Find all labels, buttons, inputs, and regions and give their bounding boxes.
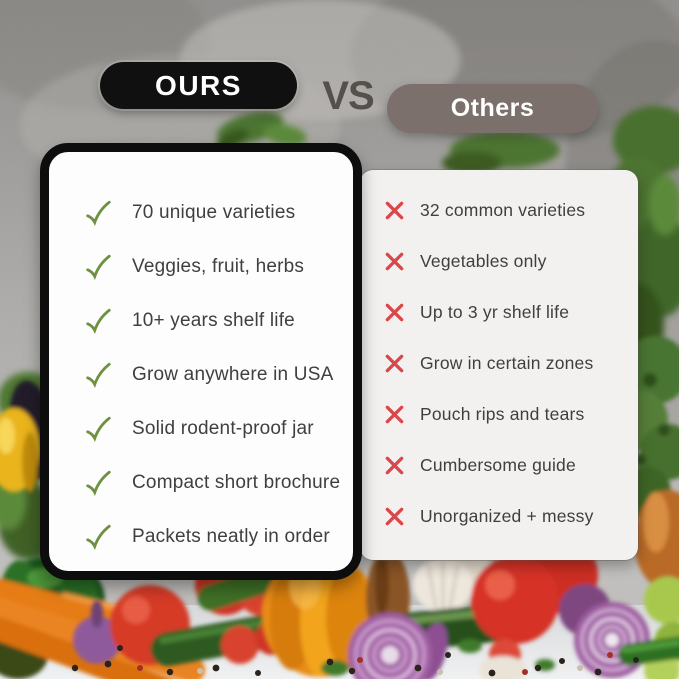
ours-row: Packets neatly in order: [83, 510, 343, 564]
ours-row: Grow anywhere in USA: [83, 348, 343, 402]
others-item-label: Grow in certain zones: [420, 353, 594, 373]
others-item-label: 32 common varieties: [420, 200, 586, 220]
others-row: 32 common varieties: [383, 185, 630, 236]
others-row: Vegetables only: [383, 236, 630, 287]
others-row: Up to 3 yr shelf life: [383, 287, 630, 338]
check-icon: [83, 414, 113, 444]
others-item-label: Unorganized + messy: [420, 506, 594, 526]
others-header-pill: Others: [387, 84, 598, 133]
others-row: Unorganized + messy: [383, 491, 630, 542]
x-icon: [383, 250, 406, 273]
check-icon: [83, 468, 113, 498]
ours-item-label: Solid rodent-proof jar: [132, 418, 314, 439]
others-item-label: Cumbersome guide: [420, 455, 576, 475]
ours-item-label: Packets neatly in order: [132, 526, 330, 547]
ours-header-label: OURS: [155, 69, 242, 101]
others-row: Pouch rips and tears: [383, 389, 630, 440]
others-header-label: Others: [450, 94, 535, 122]
x-icon: [383, 199, 406, 222]
others-row: Cumbersome guide: [383, 440, 630, 491]
ours-row: 10+ years shelf life: [83, 294, 343, 348]
ours-item-label: Grow anywhere in USA: [132, 364, 334, 385]
ours-item-label: Veggies, fruit, herbs: [132, 256, 305, 277]
x-icon: [383, 352, 406, 375]
x-icon: [383, 454, 406, 477]
ours-row: Solid rodent-proof jar: [83, 402, 343, 456]
x-icon: [383, 301, 406, 324]
others-row: Grow in certain zones: [383, 338, 630, 389]
check-icon: [83, 306, 113, 336]
vs-label: VS: [322, 74, 374, 118]
ours-item-label: Compact short brochure: [132, 472, 341, 493]
check-icon: [83, 198, 113, 228]
others-item-label: Vegetables only: [420, 251, 547, 271]
others-comparison-card: 32 common varieties Vegetables only Up t…: [360, 170, 638, 560]
check-icon: [83, 360, 113, 390]
others-item-label: Up to 3 yr shelf life: [420, 302, 570, 322]
x-icon: [383, 403, 406, 426]
ours-item-label: 70 unique varieties: [132, 202, 296, 223]
ours-comparison-card: 70 unique varieties Veggies, fruit, herb…: [40, 143, 362, 580]
ours-row: 70 unique varieties: [83, 186, 343, 240]
ours-row: Compact short brochure: [83, 456, 343, 510]
check-icon: [83, 522, 113, 552]
ours-item-label: 10+ years shelf life: [132, 310, 295, 331]
others-item-label: Pouch rips and tears: [420, 404, 585, 424]
x-icon: [383, 505, 406, 528]
ours-row: Veggies, fruit, herbs: [83, 240, 343, 294]
ours-header-pill: OURS: [100, 62, 297, 109]
check-icon: [83, 252, 113, 282]
